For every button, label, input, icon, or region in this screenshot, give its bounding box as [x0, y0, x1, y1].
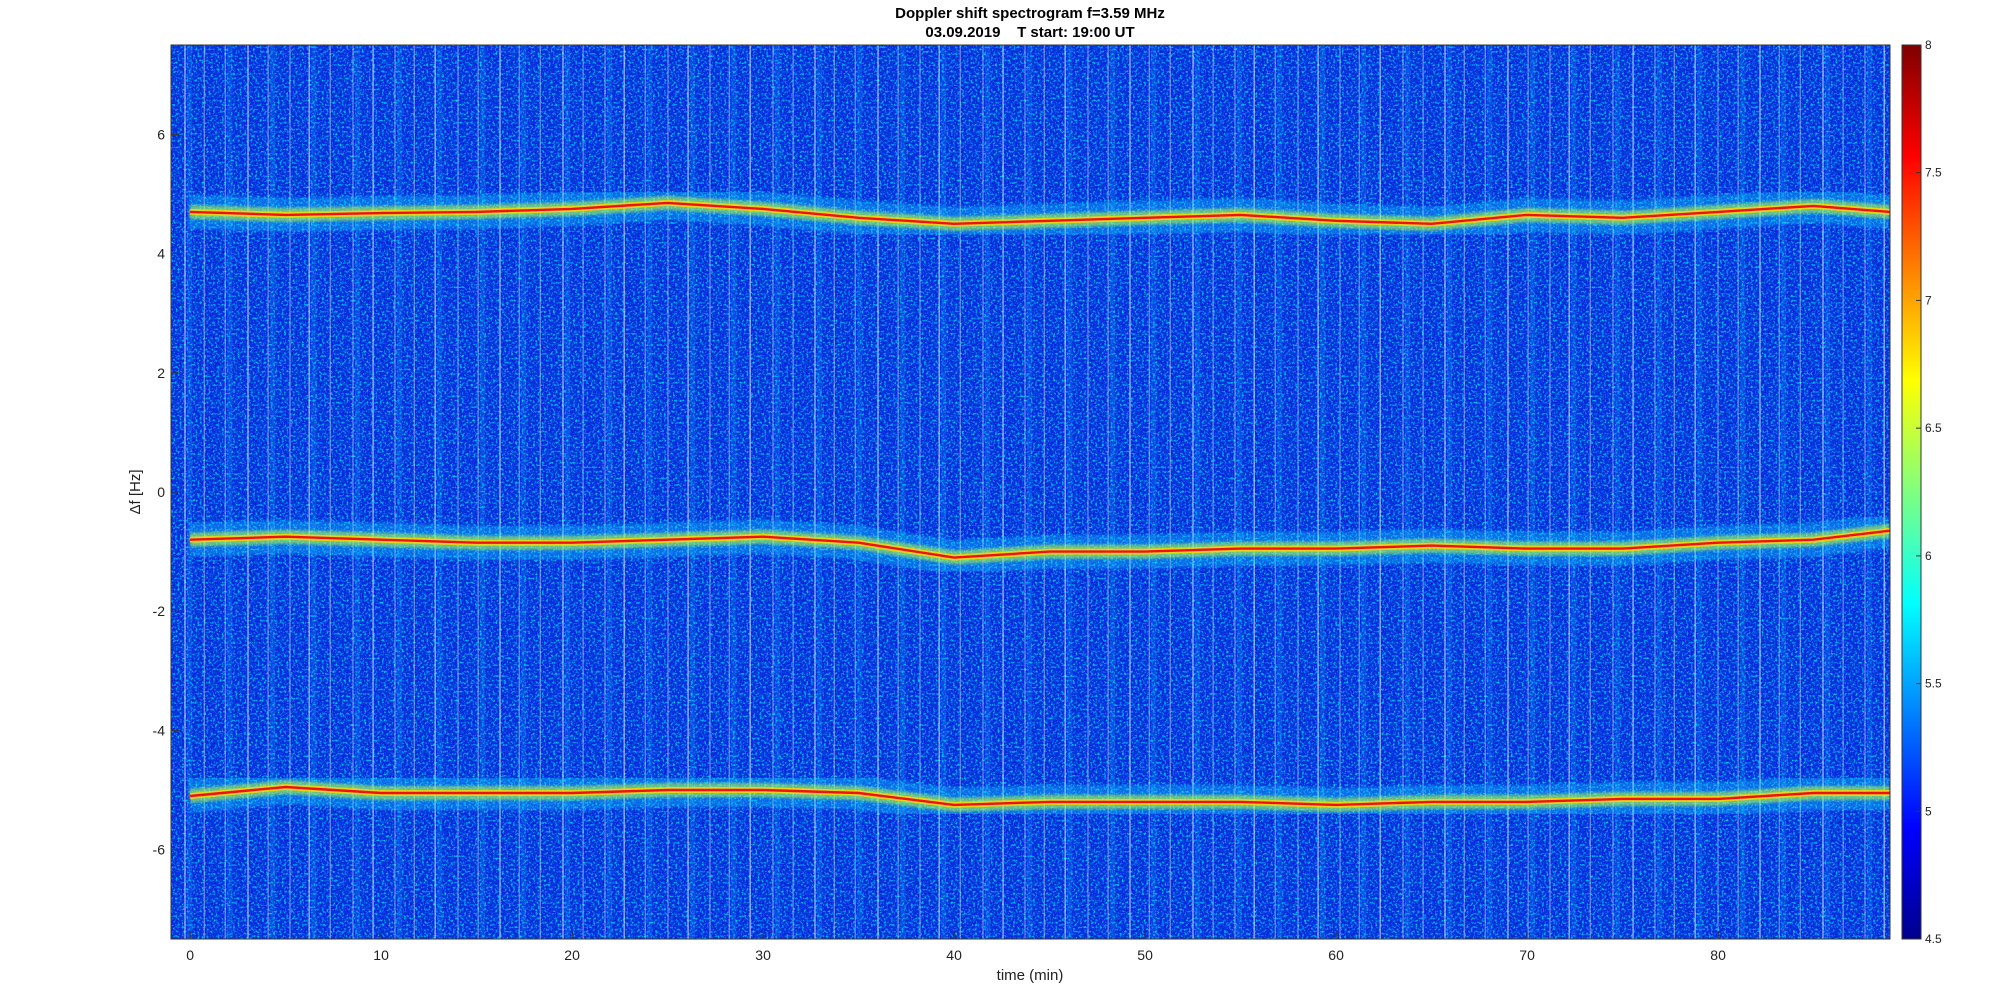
frame-gap-band: [817, 45, 822, 939]
frame-gap-band: [941, 45, 947, 939]
y-tick-label: 4: [157, 246, 165, 262]
frame-gap-band: [1067, 45, 1073, 939]
frame-gap-band: [1487, 45, 1493, 939]
x-tick-label: 40: [946, 947, 962, 963]
y-tick-label: 2: [157, 365, 165, 381]
frame-gap-band: [607, 45, 612, 939]
frame-gap-band: [1571, 45, 1577, 939]
colorbar: [1901, 44, 1922, 940]
colorbar-tick-label: 7.5: [1925, 166, 1942, 180]
frame-gap-band: [1697, 45, 1703, 939]
frame-gap-band: [1530, 45, 1536, 939]
frame-gap-band: [857, 45, 863, 939]
x-tick-label: 50: [1137, 947, 1153, 963]
frame-gap-band: [437, 45, 443, 939]
frame-gap-band: [690, 45, 696, 939]
frame-gap-band: [1110, 45, 1116, 939]
frame-gap-band: [1151, 45, 1157, 939]
colorbar-tick-label: 4.5: [1925, 932, 1942, 946]
frame-gap-band: [1320, 45, 1326, 939]
colorbar-tick-label: 8: [1925, 38, 1932, 52]
x-tick-label: 60: [1328, 947, 1344, 963]
y-axis: -6 -4 -2 0 2 4 6: [153, 126, 179, 858]
frame-gap-band: [480, 45, 486, 939]
frame-gap-band: [647, 45, 653, 939]
colorbar-tick-label: 5.5: [1925, 677, 1942, 691]
frame-gap-band: [1657, 45, 1662, 939]
colorbar-tick-label: 6: [1925, 549, 1932, 563]
trace-1-line: [190, 201, 1890, 226]
frame-gap-band: [1740, 45, 1746, 939]
x-tick-label: 70: [1519, 947, 1535, 963]
chart-title: Doppler shift spectrogram f=3.59 MHz: [895, 5, 1165, 22]
y-tick-label: -4: [153, 722, 166, 738]
frame-gap-band: [900, 45, 906, 939]
colorbar-tick-label: 7: [1925, 293, 1932, 307]
frame-gap-band: [1447, 45, 1452, 939]
frame-gap-band: [1867, 45, 1872, 939]
frame-gap-band: [521, 45, 527, 939]
y-tick-label: -2: [153, 603, 166, 619]
frame-gap-band: [1405, 45, 1410, 939]
frame-gap-band: [397, 45, 402, 939]
frame-gap-band: [355, 45, 360, 939]
frame-gap-band: [227, 45, 233, 939]
frame-gap-band: [1195, 45, 1200, 939]
trace-3-line: [189, 785, 1890, 807]
doppler-traces: [188, 185, 1890, 822]
y-axis-label: Δf [Hz]: [127, 469, 144, 514]
frame-gap-band: [270, 45, 276, 939]
x-tick-label: 0: [186, 947, 194, 963]
frame-gap-band: [1277, 45, 1283, 939]
frame-gap-band: [565, 45, 570, 939]
frame-gap-band: [1615, 45, 1620, 939]
colorbar-tick-label: 6.5: [1925, 421, 1942, 435]
x-axis: 0 10 20 30 40 50 60 70 80: [186, 931, 1726, 963]
frame-gap-band: [1781, 45, 1787, 939]
x-tick-label: 20: [564, 947, 580, 963]
colorbar-tick-label: 5: [1925, 804, 1932, 818]
chart-subtitle: 03.09.2019 T start: 19:00 UT: [925, 24, 1134, 41]
x-tick-label: 10: [373, 947, 389, 963]
frame-gap-band: [1027, 45, 1032, 939]
x-axis-label: time (min): [997, 967, 1064, 984]
frame-gap-band: [731, 45, 737, 939]
frame-gap-band: [1361, 45, 1367, 939]
frame-gap-band: [775, 45, 780, 939]
y-tick-label: 0: [157, 484, 165, 500]
x-tick-label: 30: [755, 947, 771, 963]
plot-area: [171, 45, 1890, 939]
frame-gap-band: [1825, 45, 1830, 939]
frame-gap-band: [985, 45, 990, 939]
colorbar-axis: 4.5 5 5.5 6 6.5 7 7.5 8: [1916, 38, 1942, 946]
trace-2-line: [190, 529, 1890, 559]
y-tick-label: -6: [153, 842, 166, 858]
x-tick-label: 80: [1710, 947, 1726, 963]
frame-gap-band: [187, 45, 192, 939]
frame-gap-band: [311, 45, 317, 939]
frame-gap-band: [1237, 45, 1242, 939]
y-tick-label: 6: [157, 126, 165, 142]
